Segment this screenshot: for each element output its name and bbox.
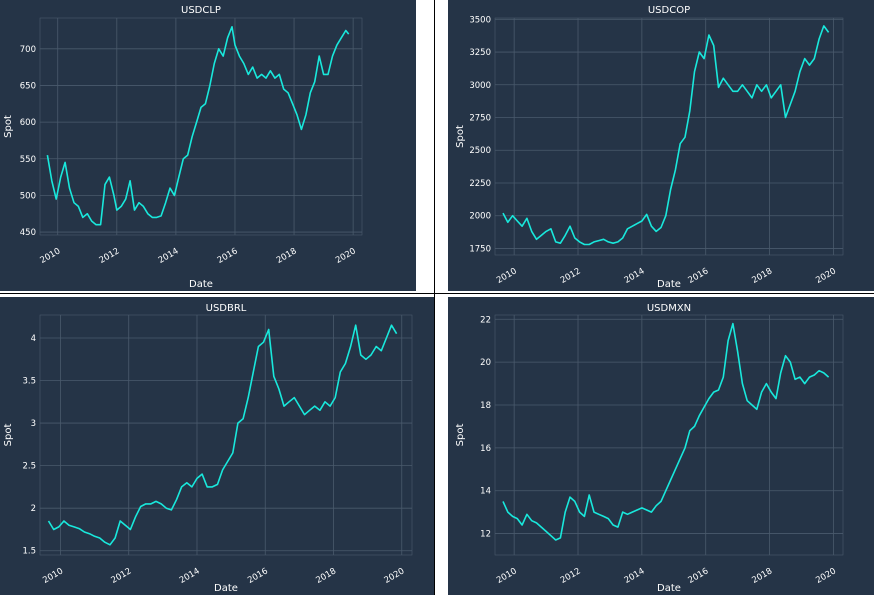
x-tick-label: 2020	[383, 566, 407, 585]
y-axis-label: Spot	[3, 115, 14, 138]
x-axis-label: Date	[657, 279, 681, 290]
x-tick-label: 2018	[314, 566, 338, 585]
chart-panel-usdcop: 2010 2012 2014 2016 2018 2020 1750 2000 2250 2500…	[448, 0, 874, 291]
chart-usdmxn: 2010 2012 2014 2016 2018 2020 12 14 16 18 20 22 USDM…	[455, 303, 844, 594]
vertical-divider	[434, 0, 435, 595]
chart-usdclp: 2010 2012 2014 2016 2018 2020 450 500 550 600 650 7…	[3, 5, 363, 290]
y-tick-label: 3500	[469, 15, 491, 25]
y-axis-label: Spot	[3, 424, 14, 447]
x-tick-label: 2012	[559, 566, 583, 585]
chart-title: USDCOP	[648, 5, 690, 16]
y-tick-label: 550	[20, 155, 36, 165]
x-tick-label: 2012	[98, 246, 122, 265]
series-line	[502, 25, 830, 246]
y-axis-label: Spot	[455, 125, 466, 148]
y-tick-label: 18	[480, 401, 491, 411]
x-tick-label: 2016	[687, 266, 711, 285]
x-tick-label: 2010	[41, 566, 65, 585]
horizontal-divider	[0, 293, 874, 294]
y-tick-label: 650	[20, 81, 36, 91]
plot-area	[39, 314, 413, 556]
x-tick-label: 2020	[814, 266, 838, 285]
chart-panel-usdbrl: 2010 2012 2014 2016 2018 2020 1.5 2 2.5 3 3.5 4 USDB…	[0, 297, 434, 595]
y-tick-label: 1.5	[22, 547, 36, 557]
y-tick-label: 700	[20, 45, 36, 55]
chart-title: USDCLP	[181, 5, 221, 16]
plot-area	[494, 314, 844, 556]
chart-panel-usdclp: 2010 2012 2014 2016 2018 2020 450 500 550 600 650 7…	[0, 0, 416, 291]
y-tick-label: 1750	[469, 244, 491, 254]
chart-usdbrl: 2010 2012 2014 2016 2018 2020 1.5 2 2.5 3 3.5 4 USDB…	[3, 303, 413, 594]
y-tick-label: 3250	[469, 48, 491, 58]
x-tick-label: 2014	[623, 266, 647, 285]
chart-panel-usdmxn: 2010 2012 2014 2016 2018 2020 12 14 16 18 20 22 USDM…	[448, 297, 874, 595]
y-tick-label: 500	[20, 191, 36, 201]
chart-title: USDBRL	[206, 303, 247, 314]
y-tick-label: 16	[480, 444, 491, 454]
x-tick-label: 2016	[216, 246, 240, 265]
series-line	[502, 322, 830, 541]
y-tick-label: 4	[31, 334, 36, 344]
y-tick-label: 2000	[469, 212, 491, 222]
chart-usdcop: 2010 2012 2014 2016 2018 2020 1750 2000 2250 2500…	[455, 5, 844, 290]
series-line	[47, 324, 398, 546]
y-axis-label: Spot	[455, 424, 466, 447]
chart-title: USDMXN	[647, 303, 691, 314]
plot-area	[494, 17, 844, 256]
x-tick-label: 2018	[750, 566, 774, 585]
y-tick-label: 22	[480, 315, 491, 325]
y-tick-label: 2750	[469, 114, 491, 124]
x-tick-label: 2012	[110, 566, 134, 585]
x-axis-label: Date	[189, 279, 213, 290]
y-tick-label: 450	[20, 228, 36, 238]
x-tick-label: 2010	[495, 266, 519, 285]
x-tick-label: 2020	[814, 566, 838, 585]
x-tick-label: 2014	[623, 566, 647, 585]
y-tick-label: 3.5	[22, 377, 36, 387]
y-tick-label: 2250	[469, 179, 491, 189]
series-line	[46, 25, 350, 226]
y-tick-label: 2500	[469, 146, 491, 156]
x-tick-label: 2012	[559, 266, 583, 285]
x-tick-label: 2010	[39, 246, 63, 265]
y-tick-label: 3	[31, 419, 36, 429]
x-tick-label: 2016	[687, 566, 711, 585]
x-tick-label: 2020	[334, 246, 358, 265]
y-tick-label: 12	[480, 530, 491, 540]
y-tick-label: 20	[480, 358, 491, 368]
x-tick-label: 2018	[750, 266, 774, 285]
x-tick-label: 2014	[157, 246, 181, 265]
x-axis-label: Date	[214, 583, 238, 594]
x-tick-label: 2010	[495, 566, 519, 585]
y-tick-label: 2	[31, 504, 36, 514]
x-tick-label: 2018	[275, 246, 299, 265]
y-tick-label: 600	[20, 118, 36, 128]
x-tick-label: 2014	[178, 566, 202, 585]
y-tick-label: 14	[480, 487, 491, 497]
x-axis-label: Date	[657, 583, 681, 594]
plot-area	[39, 17, 363, 236]
y-tick-label: 2.5	[22, 462, 36, 472]
y-tick-label: 3000	[469, 81, 491, 91]
x-tick-label: 2016	[246, 566, 270, 585]
